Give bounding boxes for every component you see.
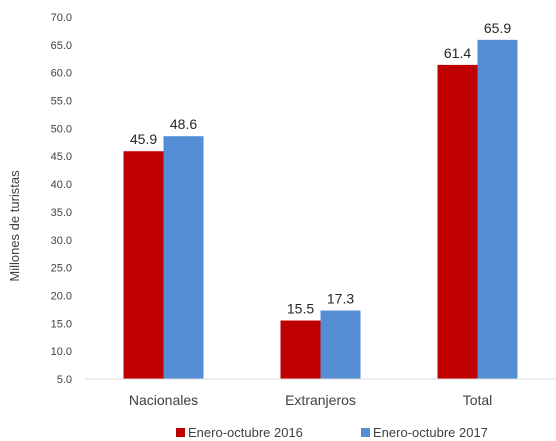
data-label: 45.9: [130, 131, 157, 147]
y-tick-label: 35.0: [51, 207, 72, 219]
x-tick-label: Nacionales: [129, 392, 198, 408]
y-axis-title: Millones de turistas: [7, 170, 22, 282]
data-label: 15.5: [287, 301, 314, 317]
x-tick-label: Extranjeros: [285, 392, 356, 408]
legend-swatch: [176, 428, 185, 437]
legend-swatch: [361, 428, 370, 437]
data-label: 17.3: [327, 290, 354, 306]
bar-2017-nacionales: [163, 136, 204, 379]
data-label: 48.6: [170, 116, 197, 132]
y-tick-label: 10.0: [51, 346, 72, 358]
y-tick-label: 60.0: [51, 68, 72, 80]
y-tick-label: 50.0: [51, 123, 72, 135]
x-tick-label: Total: [463, 392, 493, 408]
legend-label: Enero-octubre 2017: [373, 425, 488, 440]
bars: 45.9 48.6 15.5 17.3 61.4 65.9: [123, 20, 518, 379]
bar-2016-total: [437, 64, 478, 379]
y-tick-label: 5.0: [57, 374, 72, 386]
y-tick-label: 45.0: [51, 151, 72, 163]
bar-2016-extranjeros: [280, 320, 321, 379]
y-tick-label: 15.0: [51, 318, 72, 330]
y-tick-label: 20.0: [51, 290, 72, 302]
x-axis: Nacionales Extranjeros Total: [129, 392, 492, 408]
y-tick-label: 55.0: [51, 96, 72, 108]
y-tick-label: 40.0: [51, 179, 72, 191]
y-tick-label: 25.0: [51, 263, 72, 275]
data-label: 65.9: [484, 20, 511, 36]
legend-label: Enero-octubre 2016: [188, 425, 303, 440]
bar-2017-extranjeros: [320, 310, 361, 379]
legend: Enero-octubre 2016 Enero-octubre 2017: [176, 425, 488, 440]
bar-2017-total: [477, 39, 518, 379]
y-tick-label: 70.0: [51, 12, 72, 24]
bar-2016-nacionales: [123, 151, 164, 379]
y-tick-label: 30.0: [51, 235, 72, 247]
y-axis: 5.0 10.0 15.0 20.0 25.0 30.0 35.0 40.0 45.0 50.0 5…: [51, 12, 72, 386]
data-label: 61.4: [444, 45, 471, 61]
y-tick-label: 65.0: [51, 40, 72, 52]
